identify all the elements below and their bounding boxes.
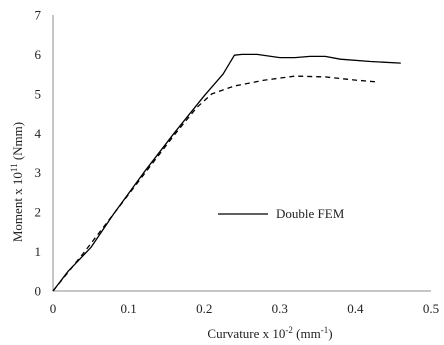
x-tick-label: 0.2 [196,301,212,316]
y-tick-label: 5 [35,86,42,101]
x-tick-labels: 0 0.1 0.2 0.3 0.4 0.5 [50,301,439,316]
series-lines [52,53,401,292]
y-axis-title: Moment x 1011 (Nmm) [9,122,25,242]
legend: Double FEM [218,206,345,221]
x-tick-label: 0.3 [272,301,288,316]
y-tick-label: 2 [35,205,42,220]
x-tick-label: 0 [50,301,57,316]
y-tick-label: 6 [35,47,42,62]
y-tick-labels: 0 1 2 3 4 5 6 7 [35,8,42,299]
x-axis-title: Curvature x 10-2 (mm-1) [207,325,332,341]
x-tick-label: 0.5 [423,301,439,316]
series-line-dashed [52,75,379,292]
y-tick-label: 4 [35,126,42,141]
x-tick-label: 0.4 [347,301,364,316]
y-tick-label: 1 [35,244,42,259]
y-tick-label: 7 [35,8,42,23]
legend-label-double-fem: Double FEM [276,206,345,221]
series-line-double-fem [52,53,401,292]
x-tick-label: 0.1 [120,301,136,316]
y-tick-label: 0 [35,284,42,299]
y-tick-label: 3 [35,165,42,180]
